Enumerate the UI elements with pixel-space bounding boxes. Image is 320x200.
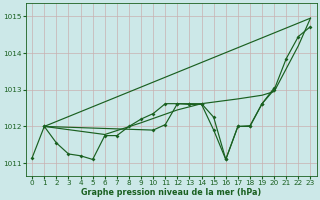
X-axis label: Graphe pression niveau de la mer (hPa): Graphe pression niveau de la mer (hPa): [81, 188, 261, 197]
